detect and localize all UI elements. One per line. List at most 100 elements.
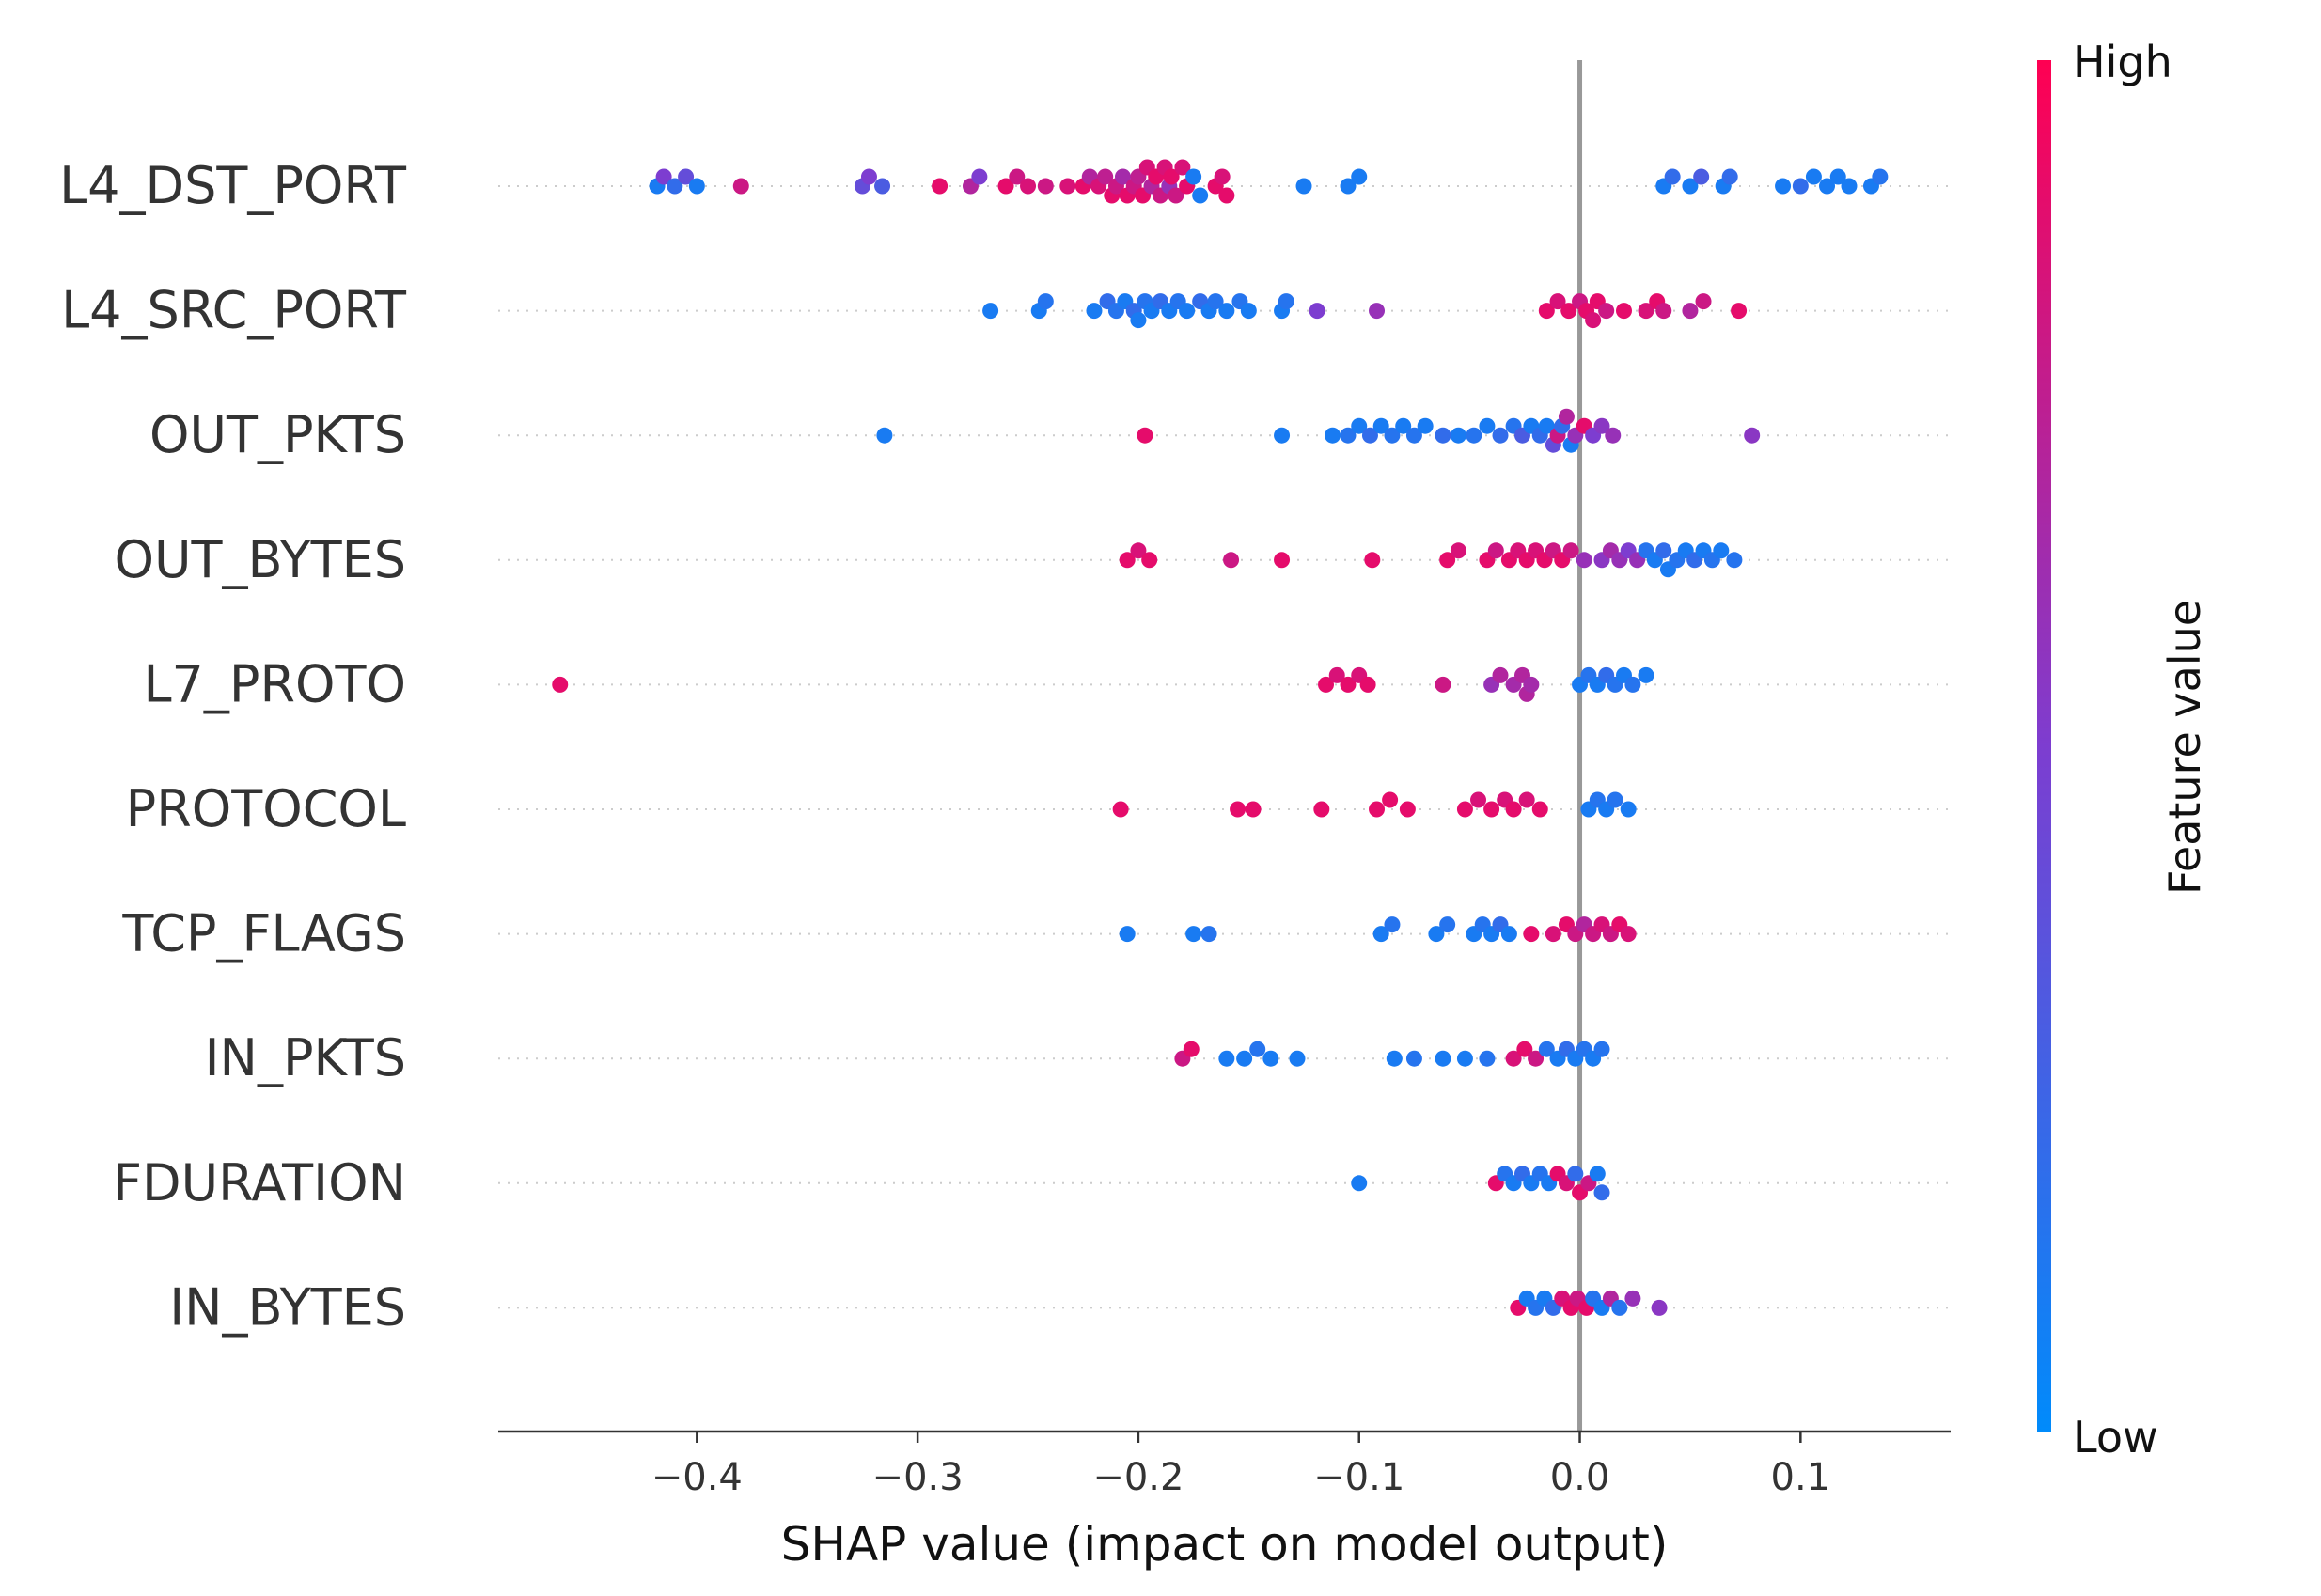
- shap-point: [1435, 676, 1451, 693]
- shap-point: [1624, 676, 1641, 693]
- feature-label: L4_DST_PORT: [59, 156, 407, 215]
- shap-point: [1318, 676, 1335, 693]
- shap-point: [1605, 427, 1622, 444]
- shap-point: [1218, 187, 1235, 204]
- shap-point: [1615, 303, 1632, 320]
- row-guides: [498, 185, 1951, 1309]
- shap-point: [1593, 1184, 1610, 1201]
- shap-point: [1598, 303, 1615, 320]
- shap-point: [1651, 1299, 1668, 1316]
- shap-point: [655, 168, 672, 185]
- shap-point: [982, 303, 999, 320]
- shap-point: [1611, 1299, 1628, 1316]
- shap-point: [552, 676, 569, 693]
- feature-labels: L4_DST_PORT L4_SRC_PORT OUT_PKTS OUT_BYTES L…: [59, 156, 407, 1337]
- shap-point: [1384, 427, 1401, 444]
- x-tick-label: 0.1: [1771, 1456, 1831, 1499]
- shap-point: [1200, 926, 1217, 943]
- shap-point: [1340, 676, 1357, 693]
- shap-point: [1009, 168, 1026, 185]
- shap-point: [1249, 1041, 1266, 1057]
- shap-point: [1185, 926, 1202, 943]
- shap-point: [1328, 666, 1345, 683]
- shap-point: [1364, 552, 1381, 569]
- shap-point: [1456, 801, 1473, 818]
- shap-point: [1340, 178, 1357, 195]
- shap-point: [1236, 1050, 1253, 1067]
- shap-point: [1382, 791, 1399, 808]
- shap-point: [1624, 1290, 1641, 1307]
- shap-point: [1483, 801, 1500, 818]
- shap-point: [1119, 926, 1136, 943]
- shap-point: [1829, 168, 1846, 185]
- shap-point: [1351, 417, 1368, 434]
- shap-point: [1112, 801, 1129, 818]
- shap-point: [1726, 552, 1743, 569]
- shap-point: [1518, 791, 1535, 808]
- shap-point: [1037, 178, 1054, 195]
- shap-point: [1372, 926, 1389, 943]
- shap-point: [876, 427, 893, 444]
- shap-point: [1405, 1050, 1422, 1067]
- colorbar-title: Feature value: [2159, 600, 2210, 895]
- shap-point: [1585, 312, 1602, 329]
- shap-point: [1589, 1166, 1606, 1182]
- shap-point: [1505, 801, 1522, 818]
- shap-point: [997, 178, 1014, 195]
- shap-point: [1325, 427, 1341, 444]
- shap-point: [1295, 178, 1312, 195]
- shap-point: [1130, 542, 1147, 559]
- shap-point: [1435, 1050, 1451, 1067]
- shap-point: [1744, 427, 1761, 444]
- feature-label: OUT_PKTS: [149, 405, 406, 464]
- shap-point: [1417, 417, 1434, 434]
- shap-point: [1372, 417, 1389, 434]
- shap-point: [1792, 178, 1809, 195]
- x-tick-label: 0.0: [1550, 1456, 1610, 1499]
- shap-point: [1682, 303, 1699, 320]
- shap-point: [1214, 168, 1231, 185]
- shap-point: [1351, 168, 1368, 185]
- shap-point: [1114, 168, 1131, 185]
- feature-label: L7_PROTO: [143, 654, 406, 713]
- shap-point: [1721, 168, 1738, 185]
- shap-point: [1185, 168, 1202, 185]
- shap-point: [1505, 1050, 1522, 1067]
- colorbar-low-label: Low: [2073, 1412, 2158, 1463]
- feature-label: PROTOCOL: [126, 779, 406, 838]
- shap-point: [1386, 1050, 1403, 1067]
- shap-point: [1141, 552, 1158, 569]
- shap-point: [1523, 676, 1540, 693]
- shap-point: [667, 178, 683, 195]
- x-tick-label: −0.4: [651, 1456, 743, 1499]
- shap-point: [1174, 159, 1191, 176]
- shap-point: [1538, 1041, 1555, 1057]
- x-tick-label: −0.3: [872, 1456, 964, 1499]
- shap-point: [1466, 427, 1482, 444]
- shap-point: [1872, 168, 1889, 185]
- shap-point: [1479, 417, 1496, 434]
- shap-point: [732, 178, 749, 195]
- colorbar-high-label: High: [2073, 37, 2172, 87]
- shap-point: [1439, 916, 1456, 933]
- shap-point: [678, 168, 695, 185]
- shap-point: [1450, 427, 1466, 444]
- shap-point: [1037, 293, 1054, 310]
- shap-point: [1240, 303, 1257, 320]
- shap-point: [1549, 293, 1566, 310]
- data-points: [552, 159, 1889, 1316]
- feature-label: L4_SRC_PORT: [61, 281, 407, 340]
- shap-point: [1562, 542, 1579, 559]
- shap-point: [1620, 801, 1637, 818]
- feature-label: FDURATION: [113, 1153, 406, 1213]
- feature-label: IN_BYTES: [169, 1277, 406, 1337]
- shap-point: [1450, 542, 1466, 559]
- shap-point: [1682, 178, 1699, 195]
- shap-point: [1313, 801, 1330, 818]
- x-axis-title: SHAP value (impact on model output): [781, 1517, 1669, 1572]
- shap-point: [688, 178, 705, 195]
- shap-point: [1731, 303, 1748, 320]
- shap-point: [1020, 178, 1037, 195]
- shap-point: [1713, 542, 1730, 559]
